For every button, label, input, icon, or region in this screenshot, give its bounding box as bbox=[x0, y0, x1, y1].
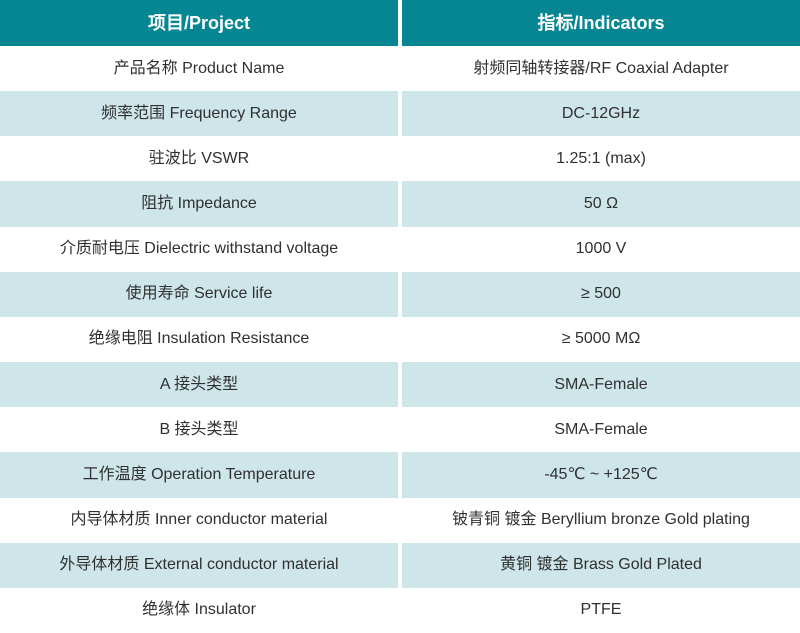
project-cell: 工作温度 Operation Temperature bbox=[0, 452, 398, 498]
table-row: 驻波比 VSWR 1.25:1 (max) bbox=[0, 136, 800, 182]
indicator-cell: 1.25:1 (max) bbox=[402, 136, 800, 182]
table-row: 外导体材质 External conductor material 黄铜 镀金 … bbox=[0, 542, 800, 588]
project-cell: 外导体材质 External conductor material bbox=[0, 542, 398, 588]
table-row: 内导体材质 Inner conductor material 铍青铜 镀金 Be… bbox=[0, 497, 800, 543]
indicator-cell: SMA-Female bbox=[402, 362, 800, 408]
table-row: 绝缘电阻 Insulation Resistance ≥ 5000 MΩ bbox=[0, 316, 800, 363]
table-row: 阻抗 Impedance 50 Ω bbox=[0, 181, 800, 227]
indicator-cell: PTFE bbox=[402, 587, 800, 633]
indicator-cell: ≥ 500 bbox=[402, 271, 800, 317]
header-cell-project: 项目/Project bbox=[0, 0, 398, 46]
table-row: 使用寿命 Service life ≥ 500 bbox=[0, 271, 800, 317]
indicator-cell: -45℃ ~ +125℃ bbox=[402, 452, 800, 498]
indicator-cell: ≥ 5000 MΩ bbox=[402, 316, 800, 363]
project-cell: 绝缘体 Insulator bbox=[0, 587, 398, 633]
project-cell: 绝缘电阻 Insulation Resistance bbox=[0, 316, 398, 363]
project-cell: 内导体材质 Inner conductor material bbox=[0, 497, 398, 543]
indicator-cell: DC-12GHz bbox=[402, 91, 800, 137]
project-cell: 阻抗 Impedance bbox=[0, 181, 398, 227]
project-cell: 驻波比 VSWR bbox=[0, 136, 398, 182]
project-cell: B 接头类型 bbox=[0, 407, 398, 453]
indicator-cell: SMA-Female bbox=[402, 407, 800, 453]
table-row: B 接头类型 SMA-Female bbox=[0, 407, 800, 453]
table-row: 绝缘体 Insulator PTFE bbox=[0, 587, 800, 633]
project-cell: 使用寿命 Service life bbox=[0, 271, 398, 317]
project-cell: 介质耐电压 Dielectric withstand voltage bbox=[0, 226, 398, 272]
table-row: 产品名称 Product Name 射频同轴转接器/RF Coaxial Ada… bbox=[0, 46, 800, 92]
indicator-cell: 铍青铜 镀金 Beryllium bronze Gold plating bbox=[402, 497, 800, 543]
project-cell: 频率范围 Frequency Range bbox=[0, 91, 398, 137]
table-header-row: 项目/Project 指标/Indicators bbox=[0, 0, 800, 46]
indicator-cell: 黄铜 镀金 Brass Gold Plated bbox=[402, 542, 800, 588]
indicator-cell: 1000 V bbox=[402, 226, 800, 272]
project-cell: A 接头类型 bbox=[0, 362, 398, 408]
table-row: 频率范围 Frequency Range DC-12GHz bbox=[0, 91, 800, 137]
table-row: A 接头类型 SMA-Female bbox=[0, 362, 800, 408]
table-row: 工作温度 Operation Temperature -45℃ ~ +125℃ bbox=[0, 452, 800, 498]
indicator-cell: 射频同轴转接器/RF Coaxial Adapter bbox=[402, 46, 800, 92]
table-row: 介质耐电压 Dielectric withstand voltage 1000 … bbox=[0, 226, 800, 272]
header-cell-indicators: 指标/Indicators bbox=[402, 0, 800, 46]
indicator-cell: 50 Ω bbox=[402, 181, 800, 227]
project-cell: 产品名称 Product Name bbox=[0, 46, 398, 92]
